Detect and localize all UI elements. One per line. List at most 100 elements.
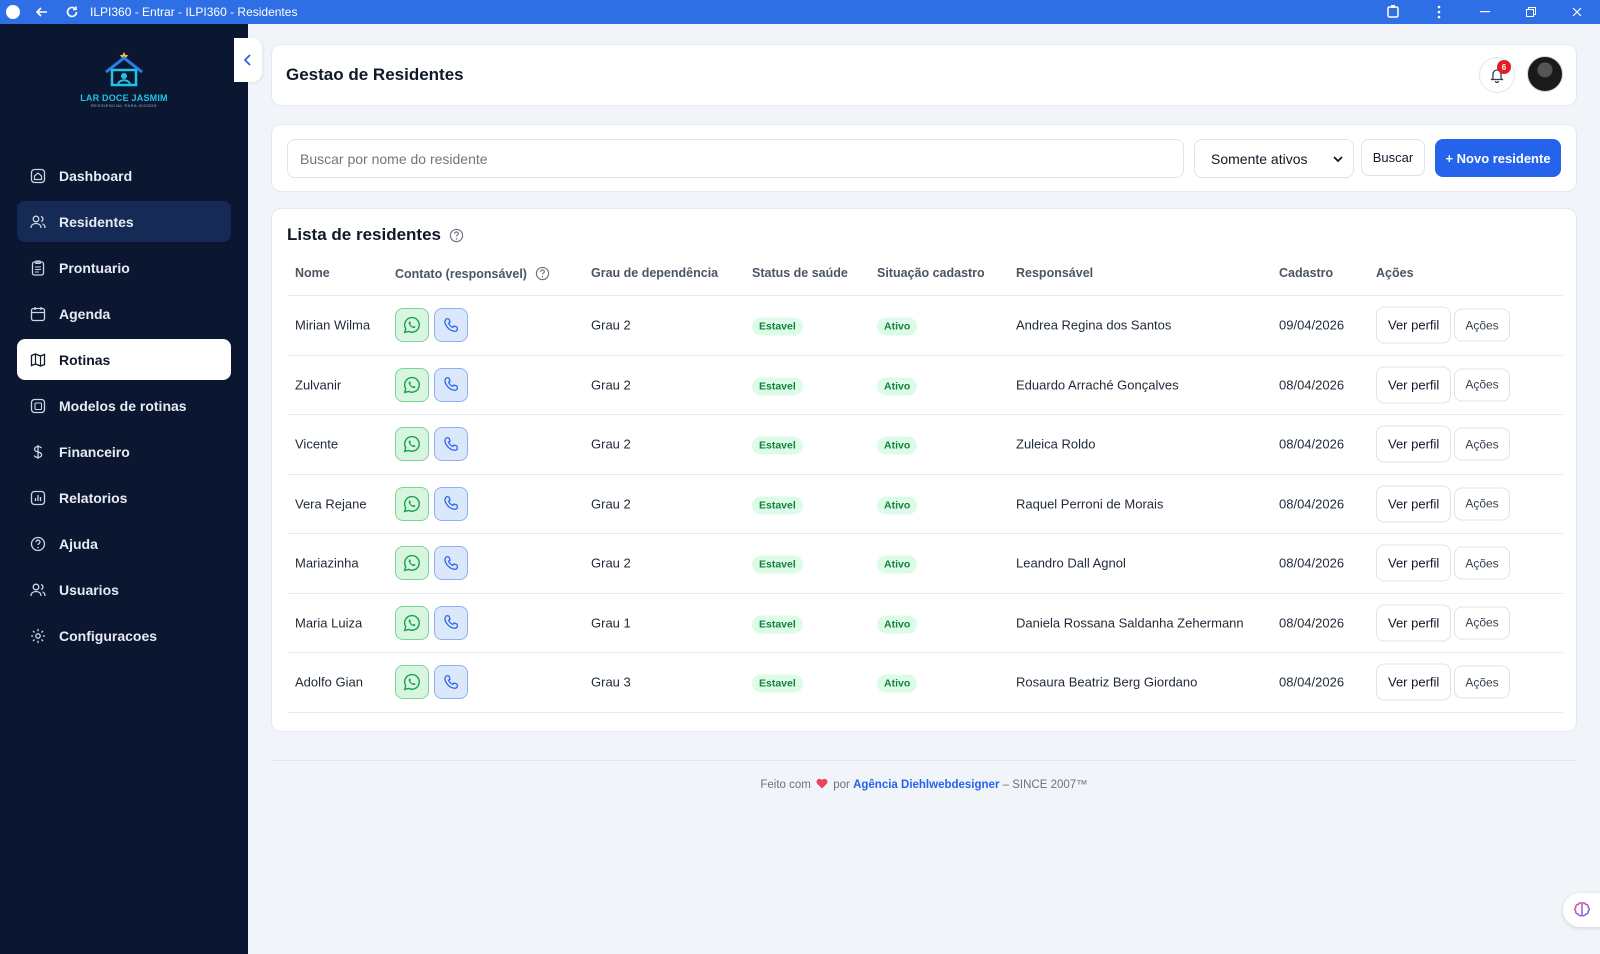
agency-link[interactable]: Agência Diehlwebdesigner [853, 779, 1000, 791]
whatsapp-button[interactable] [395, 605, 429, 640]
view-profile-button[interactable]: Ver perfil [1376, 604, 1452, 642]
phone-button[interactable] [434, 486, 468, 521]
view-profile-button[interactable]: Ver perfil [1376, 425, 1452, 463]
whatsapp-button[interactable] [395, 665, 429, 700]
sidebar-item-financeiro[interactable]: Financeiro [17, 431, 231, 472]
sidebar-item-prontuario[interactable]: Prontuario [17, 247, 231, 288]
registration-date: 08/04/2026 [1279, 555, 1345, 571]
status-filter-select[interactable]: Somente ativos [1194, 139, 1354, 178]
view-profile-button[interactable]: Ver perfil [1376, 663, 1452, 701]
ai-assistant-button[interactable] [1563, 893, 1600, 927]
help-circle-icon[interactable] [535, 266, 550, 281]
phone-button[interactable] [434, 546, 468, 581]
dependency-grade: Grau 2 [591, 496, 631, 512]
column-header-status[interactable]: Status de saúde [752, 266, 848, 280]
row-actions: Ver perfil Ações [1376, 425, 1510, 463]
brand-logo[interactable]: LAR DOCE JASMIM RESIDENCIAL PARA IDOSOS [78, 50, 170, 112]
window-title: ILPI360 - Entrar - ILPI360 - Residentes [90, 5, 298, 19]
registration-status-badge: Ativo [877, 496, 918, 515]
phone-button[interactable] [434, 367, 468, 402]
residents-list: Lista de residentes Nome Contato (respon… [271, 208, 1577, 732]
sidebar-item-dashboard[interactable]: Dashboard [17, 155, 231, 196]
actions-button[interactable]: Ações [1454, 368, 1510, 402]
row-actions: Ver perfil Ações [1376, 544, 1510, 582]
registration-status-text: Ativo [877, 615, 918, 634]
health-status-text: Estavel [752, 615, 803, 634]
view-profile-button[interactable]: Ver perfil [1376, 485, 1452, 523]
phone-button[interactable] [434, 427, 468, 462]
view-profile-button[interactable]: Ver perfil [1376, 366, 1452, 404]
sidebar-item-label: Financeiro [59, 443, 130, 460]
registration-status-badge: Ativo [877, 377, 918, 396]
column-header-situacao[interactable]: Situação cadastro [877, 266, 985, 280]
extensions-icon[interactable] [1370, 0, 1416, 24]
column-header-contato[interactable]: Contato (responsável) [395, 266, 550, 281]
minimize-icon[interactable] [1462, 0, 1508, 24]
restore-icon[interactable] [1508, 0, 1554, 24]
health-status-badge: Estavel [752, 555, 803, 574]
app-icon [6, 5, 20, 19]
sidebar-item-configuracoes[interactable]: Configuracoes [17, 615, 231, 656]
dependency-grade: Grau 2 [591, 436, 631, 452]
column-header-grau[interactable]: Grau de dependência [591, 266, 719, 280]
sidebar-item-rotinas[interactable]: Rotinas [17, 339, 231, 380]
help-circle-icon[interactable] [449, 228, 464, 243]
footer-by: por [833, 779, 850, 791]
resident-name: Adolfo Gian [295, 674, 363, 690]
house-logo-icon [105, 52, 143, 87]
sidebar-item-ajuda[interactable]: Ajuda [17, 523, 231, 564]
close-icon[interactable] [1554, 0, 1600, 24]
new-resident-button[interactable]: + Novo residente [1435, 139, 1561, 177]
whatsapp-button[interactable] [395, 486, 429, 521]
actions-button[interactable]: Ações [1454, 427, 1510, 461]
health-status-badge: Estavel [752, 377, 803, 396]
row-actions: Ver perfil Ações [1376, 663, 1510, 701]
help-circle-icon [29, 535, 47, 553]
sidebar-item-relatorios[interactable]: Relatorios [17, 477, 231, 518]
sidebar-collapse-button[interactable] [234, 38, 262, 82]
whatsapp-button[interactable] [395, 367, 429, 402]
chevron-down-icon [1333, 155, 1343, 162]
sidebar-item-agenda[interactable]: Agenda [17, 293, 231, 334]
phone-button[interactable] [434, 605, 468, 640]
view-profile-button[interactable]: Ver perfil [1376, 544, 1452, 582]
registration-date: 09/04/2026 [1279, 317, 1345, 333]
home-icon [29, 167, 47, 185]
whatsapp-button[interactable] [395, 427, 429, 462]
phone-button[interactable] [434, 308, 468, 343]
phone-icon [443, 555, 458, 570]
phone-button[interactable] [434, 665, 468, 700]
whatsapp-button[interactable] [395, 308, 429, 343]
more-vertical-icon[interactable] [1416, 0, 1462, 24]
notifications-button[interactable]: 6 [1479, 57, 1515, 93]
phone-icon [443, 377, 458, 392]
sidebar-item-label: Prontuario [59, 259, 130, 276]
refresh-icon[interactable] [64, 4, 80, 20]
responsible-name: Raquel Perroni de Morais [1016, 496, 1164, 512]
column-header-nome[interactable]: Nome [295, 266, 330, 280]
actions-button[interactable]: Ações [1454, 606, 1510, 640]
sidebar-item-modelos-de-rotinas[interactable]: Modelos de rotinas [17, 385, 231, 426]
heart-icon [816, 778, 828, 789]
search-button[interactable]: Buscar [1361, 139, 1425, 176]
column-header-responsavel[interactable]: Responsável [1016, 266, 1094, 280]
view-profile-button[interactable]: Ver perfil [1376, 306, 1452, 344]
health-status-text: Estavel [752, 317, 803, 336]
sidebar-item-residentes[interactable]: Residentes [17, 201, 231, 242]
column-header-acoes: Ações [1376, 266, 1414, 280]
column-header-cadastro[interactable]: Cadastro [1279, 266, 1334, 280]
whatsapp-icon [403, 555, 420, 572]
brand-name: LAR DOCE JASMIM [80, 93, 168, 103]
back-icon[interactable] [34, 4, 50, 20]
whatsapp-icon [403, 674, 420, 691]
sidebar-item-usuarios[interactable]: Usuarios [17, 569, 231, 610]
actions-button[interactable]: Ações [1454, 546, 1510, 580]
whatsapp-button[interactable] [395, 546, 429, 581]
search-input[interactable] [287, 139, 1184, 178]
actions-button[interactable]: Ações [1454, 308, 1510, 342]
list-title-text: Lista de residentes [287, 225, 442, 244]
actions-button[interactable]: Ações [1454, 665, 1510, 699]
actions-button[interactable]: Ações [1454, 487, 1510, 521]
user-avatar[interactable] [1527, 56, 1563, 92]
clipboard-icon [29, 259, 47, 277]
